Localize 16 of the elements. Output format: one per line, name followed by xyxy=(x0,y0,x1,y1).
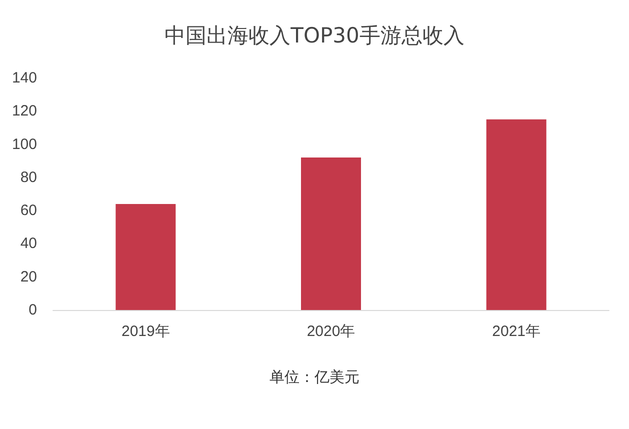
x-tick-label: 2020年 xyxy=(306,323,356,340)
y-tick-label: 80 xyxy=(20,168,37,186)
y-tick-label: 120 xyxy=(12,102,37,120)
y-tick-label: 0 xyxy=(28,302,37,318)
x-tick-label: 2021年 xyxy=(492,323,541,340)
text: 单位：亿美元 xyxy=(270,369,360,386)
chart-title: 中国出海收入TOP30手游总收入 xyxy=(164,24,464,48)
bar xyxy=(116,204,176,310)
bar xyxy=(486,119,546,310)
y-tick-label: 60 xyxy=(20,202,37,220)
y-tick-label: 100 xyxy=(12,136,37,153)
y-tick-label: 140 xyxy=(12,70,37,86)
x-tick-label: 2019年 xyxy=(121,323,170,340)
y-tick-label: 40 xyxy=(20,235,37,252)
bar xyxy=(301,158,361,310)
y-tick-label: 20 xyxy=(20,268,37,286)
